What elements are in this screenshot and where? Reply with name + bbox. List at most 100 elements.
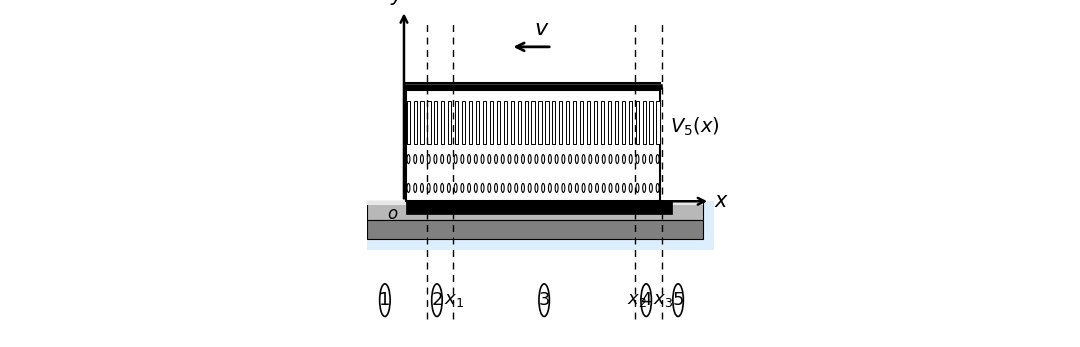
Bar — [643, 101, 646, 144]
Ellipse shape — [582, 184, 585, 193]
Bar — [511, 101, 514, 144]
Text: $x_1$: $x_1$ — [444, 291, 464, 309]
Ellipse shape — [535, 184, 538, 193]
Bar — [531, 101, 535, 144]
Ellipse shape — [515, 154, 517, 163]
Bar — [525, 101, 528, 144]
Ellipse shape — [603, 184, 605, 193]
Ellipse shape — [649, 154, 652, 163]
Ellipse shape — [535, 154, 538, 163]
Bar — [406, 101, 409, 144]
Bar — [469, 101, 472, 144]
Ellipse shape — [447, 154, 450, 163]
Bar — [476, 101, 480, 144]
Bar — [622, 101, 625, 144]
Bar — [545, 101, 549, 144]
Ellipse shape — [468, 184, 471, 193]
Ellipse shape — [501, 184, 504, 193]
Bar — [462, 101, 465, 144]
Text: 2: 2 — [431, 291, 443, 309]
Ellipse shape — [420, 154, 423, 163]
Ellipse shape — [616, 154, 619, 163]
Ellipse shape — [481, 184, 484, 193]
Ellipse shape — [522, 154, 525, 163]
Bar — [600, 101, 604, 144]
Ellipse shape — [555, 184, 558, 193]
Ellipse shape — [441, 154, 444, 163]
Ellipse shape — [549, 154, 552, 163]
Ellipse shape — [515, 184, 517, 193]
Ellipse shape — [595, 184, 598, 193]
Ellipse shape — [474, 154, 477, 163]
Ellipse shape — [603, 154, 605, 163]
Bar — [588, 101, 590, 144]
Bar — [559, 101, 563, 144]
Ellipse shape — [622, 184, 625, 193]
Ellipse shape — [468, 154, 471, 163]
Text: 5: 5 — [673, 291, 684, 309]
Ellipse shape — [630, 154, 632, 163]
Ellipse shape — [488, 154, 490, 163]
Bar — [434, 101, 437, 144]
Text: $y$: $y$ — [390, 0, 405, 7]
Bar — [497, 101, 500, 144]
Ellipse shape — [643, 184, 646, 193]
Bar — [406, 201, 672, 214]
Ellipse shape — [434, 184, 437, 193]
Ellipse shape — [636, 154, 639, 163]
Bar — [615, 101, 618, 144]
Ellipse shape — [609, 154, 612, 163]
Ellipse shape — [595, 154, 598, 163]
Ellipse shape — [549, 184, 552, 193]
Ellipse shape — [582, 154, 585, 163]
Bar — [539, 101, 541, 144]
Bar — [594, 101, 597, 144]
Text: $x$: $x$ — [714, 191, 729, 211]
Ellipse shape — [609, 184, 612, 193]
Ellipse shape — [461, 184, 463, 193]
Ellipse shape — [643, 154, 646, 163]
Ellipse shape — [481, 154, 484, 163]
Ellipse shape — [414, 154, 417, 163]
Ellipse shape — [488, 184, 490, 193]
Ellipse shape — [407, 154, 410, 163]
Ellipse shape — [495, 184, 498, 193]
Bar — [517, 101, 521, 144]
Ellipse shape — [528, 184, 531, 193]
Bar — [406, 90, 660, 201]
Text: $x_3$: $x_3$ — [653, 291, 673, 309]
Ellipse shape — [622, 154, 625, 163]
Ellipse shape — [495, 154, 498, 163]
Ellipse shape — [461, 154, 463, 163]
Bar — [566, 101, 569, 144]
Bar — [428, 101, 431, 144]
Ellipse shape — [636, 184, 639, 193]
Ellipse shape — [630, 184, 632, 193]
Text: $V_5(x)$: $V_5(x)$ — [670, 116, 719, 138]
Ellipse shape — [576, 154, 578, 163]
Ellipse shape — [649, 184, 652, 193]
Bar — [503, 101, 507, 144]
Bar — [657, 101, 660, 144]
Ellipse shape — [522, 184, 525, 193]
Ellipse shape — [589, 154, 592, 163]
Ellipse shape — [428, 184, 430, 193]
Bar — [636, 101, 638, 144]
Ellipse shape — [569, 184, 571, 193]
Ellipse shape — [455, 154, 457, 163]
Bar — [455, 101, 458, 144]
Ellipse shape — [562, 184, 565, 193]
Text: 1: 1 — [379, 291, 391, 309]
Bar — [366, 220, 703, 239]
Bar — [420, 101, 423, 144]
Ellipse shape — [542, 184, 544, 193]
Ellipse shape — [508, 154, 511, 163]
Ellipse shape — [441, 184, 444, 193]
Ellipse shape — [562, 154, 565, 163]
Bar — [483, 101, 486, 144]
Text: $v$: $v$ — [534, 19, 550, 40]
Text: 4: 4 — [640, 291, 652, 309]
Bar — [414, 101, 417, 144]
Ellipse shape — [569, 154, 571, 163]
Bar — [366, 201, 703, 220]
